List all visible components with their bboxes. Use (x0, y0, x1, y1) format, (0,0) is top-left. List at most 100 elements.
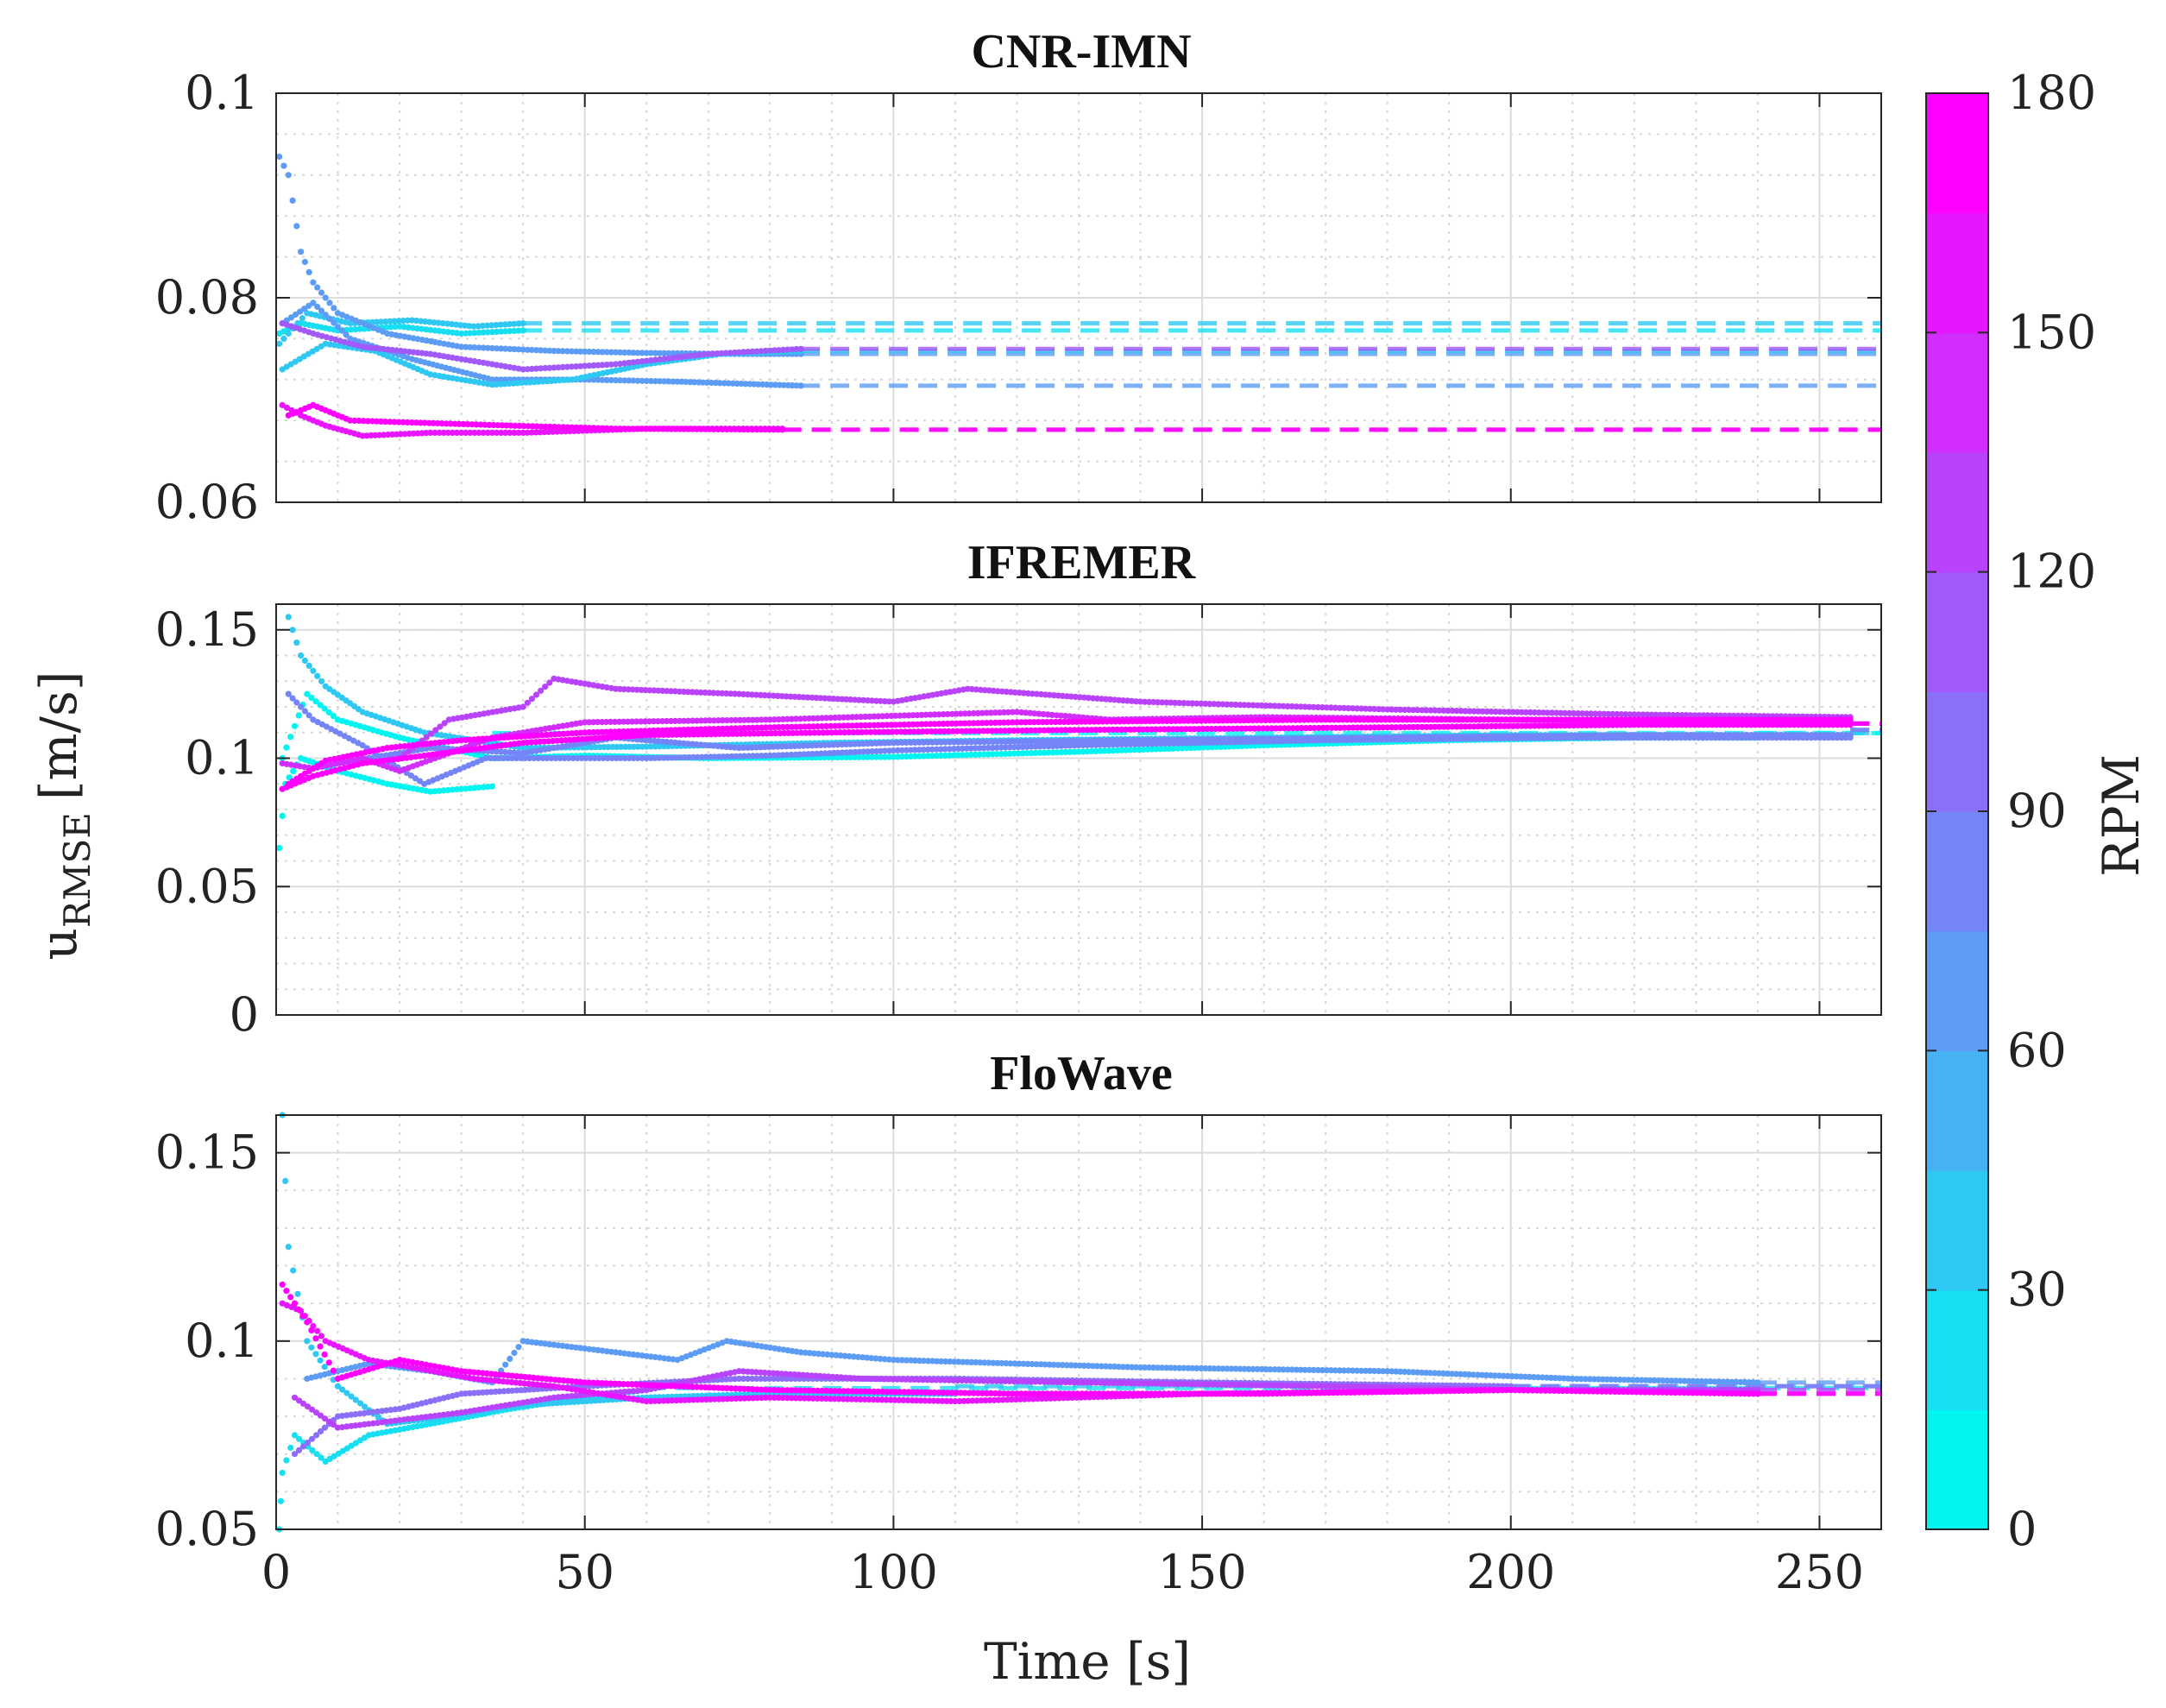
data-point (310, 667, 317, 674)
data-point (1015, 1378, 1022, 1385)
data-point (950, 1377, 957, 1383)
data-point (1112, 718, 1119, 725)
data-point (1146, 698, 1153, 706)
data-point (285, 690, 292, 697)
data-point (942, 739, 949, 746)
data-point (502, 429, 509, 436)
data-point (1168, 1365, 1174, 1371)
data-point (1821, 716, 1828, 723)
data-point (291, 1394, 299, 1401)
mean-lines (523, 321, 1881, 432)
data-point (1691, 712, 1698, 719)
data-point (603, 376, 610, 383)
data-point (993, 728, 1000, 734)
data-point (920, 739, 928, 746)
data-point (1029, 1360, 1036, 1368)
data-point (753, 1375, 760, 1383)
data-point (1752, 716, 1759, 723)
data-point (1206, 1365, 1213, 1372)
data-point (1050, 1361, 1057, 1368)
data-point (968, 1358, 975, 1365)
data-point (1661, 722, 1668, 728)
data-point (1440, 707, 1447, 714)
data-point (431, 745, 438, 752)
data-point (338, 327, 345, 334)
data-point (1306, 703, 1313, 710)
data-point (1319, 734, 1325, 742)
data-point (1306, 1366, 1313, 1373)
data-point (911, 753, 918, 759)
data-point (1058, 727, 1065, 734)
data-point (1622, 722, 1629, 728)
data-point (1238, 725, 1245, 732)
data-point (714, 350, 721, 357)
data-point (805, 723, 813, 730)
data-point (515, 320, 522, 327)
data-point (617, 754, 624, 762)
data-point (907, 739, 915, 747)
data-point (673, 731, 680, 738)
data-point (1397, 706, 1404, 713)
data-point (676, 727, 683, 734)
data-point (343, 1390, 350, 1396)
data-point (1651, 1377, 1658, 1383)
data-point (1707, 1378, 1714, 1385)
data-point (1829, 732, 1836, 739)
data-point (920, 753, 927, 759)
data-point (809, 715, 817, 722)
data-point (626, 754, 633, 762)
data-point (1193, 717, 1200, 724)
data-point (1799, 732, 1806, 739)
data-point (768, 730, 775, 737)
data-point (951, 739, 958, 746)
data-point (1011, 744, 1017, 751)
data-point (1406, 734, 1413, 741)
data-point (1219, 717, 1226, 724)
data-point (595, 362, 601, 369)
data-point (1009, 709, 1016, 715)
data-point (985, 1377, 992, 1384)
data-point (1088, 747, 1095, 755)
data-point (1678, 712, 1685, 719)
data-point (1614, 710, 1621, 718)
data-point (654, 727, 662, 734)
data-point (841, 714, 847, 721)
data-point (990, 1359, 997, 1366)
data-point (308, 1435, 316, 1442)
data-point (903, 1376, 910, 1383)
data-point (659, 425, 666, 432)
data-point (1586, 1376, 1593, 1383)
data-point (934, 1358, 941, 1365)
data-point (910, 712, 916, 719)
data-point (1609, 732, 1616, 739)
data-point (789, 346, 796, 353)
data-point (911, 1376, 918, 1383)
data-point (746, 730, 753, 737)
data-point (1804, 722, 1810, 728)
data-point (885, 753, 892, 760)
data-point (1357, 716, 1363, 723)
data-point (642, 718, 649, 725)
data-point (1548, 733, 1556, 740)
data-point (1185, 1365, 1192, 1371)
data-point (1028, 727, 1035, 734)
data-point (1101, 747, 1108, 754)
data-point (1048, 718, 1055, 726)
data-point (1097, 727, 1104, 734)
data-point (951, 1358, 958, 1365)
data-point (1760, 722, 1767, 728)
data-point (1419, 723, 1426, 731)
data-point (1674, 722, 1681, 728)
data-point (1528, 716, 1535, 723)
data-point (1644, 711, 1651, 718)
data-point (1509, 709, 1516, 715)
data-point (898, 747, 905, 753)
data-point (1795, 732, 1802, 739)
data-point (1592, 716, 1599, 723)
data-point (1834, 722, 1841, 728)
data-point (321, 1424, 329, 1431)
data-point (1185, 736, 1192, 743)
data-point (373, 318, 381, 325)
data-point (283, 1457, 290, 1464)
data-point (1436, 707, 1443, 714)
